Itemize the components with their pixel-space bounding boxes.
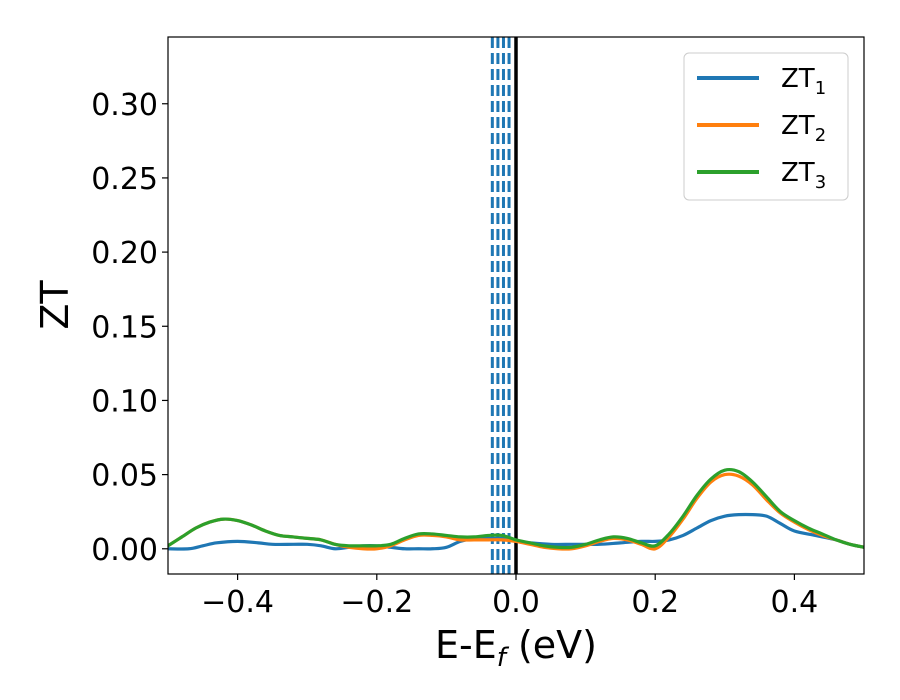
x-tick-label: 0.0 — [492, 585, 540, 620]
y-tick-label: 0.20 — [91, 236, 158, 271]
series-lines — [168, 467, 864, 551]
legend-label-zt1: ZT1 — [781, 64, 826, 99]
y-tick-label: 0.10 — [91, 384, 158, 419]
series-line-zt3 — [168, 467, 864, 550]
y-axis-label: ZT — [33, 280, 77, 330]
y-tick-label: 0.00 — [91, 533, 158, 568]
legend: ZT1 ZT2 ZT3 — [683, 52, 849, 201]
legend-label-zt2: ZT2 — [781, 111, 826, 146]
x-tick-label: −0.4 — [201, 585, 274, 620]
reference-lines — [490, 37, 518, 574]
x-tick-label: −0.2 — [340, 585, 413, 620]
y-tick-label: 0.05 — [91, 459, 158, 494]
x-axis-ticks: −0.4 −0.2 0.0 0.2 0.4 — [201, 574, 818, 620]
legend-entries: ZT1 ZT2 ZT3 — [697, 64, 826, 193]
y-axis-ticks: 0.00 0.05 0.10 0.15 0.20 0.25 0.30 — [91, 88, 168, 568]
y-tick-label: 0.30 — [91, 88, 158, 123]
x-axis-label: E-Ef (eV) — [435, 623, 597, 673]
x-axis-label-suffix: (eV) — [506, 623, 597, 667]
y-tick-label: 0.15 — [91, 310, 158, 345]
x-tick-label: 0.4 — [771, 585, 819, 620]
legend-box — [683, 52, 849, 201]
x-axis-label-base: E-E — [435, 623, 497, 667]
y-tick-label: 0.25 — [91, 162, 158, 197]
x-tick-label: 0.2 — [631, 585, 679, 620]
legend-label-zt3: ZT3 — [781, 158, 826, 193]
